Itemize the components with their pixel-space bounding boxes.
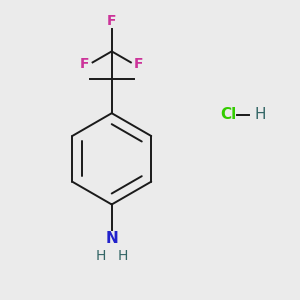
Text: Cl: Cl	[221, 107, 237, 122]
Text: H: H	[254, 107, 266, 122]
Text: F: F	[107, 14, 116, 28]
Text: F: F	[134, 57, 143, 71]
Text: F: F	[80, 57, 90, 71]
Text: H: H	[95, 249, 106, 263]
Text: H: H	[118, 249, 128, 263]
Text: N: N	[105, 231, 118, 246]
